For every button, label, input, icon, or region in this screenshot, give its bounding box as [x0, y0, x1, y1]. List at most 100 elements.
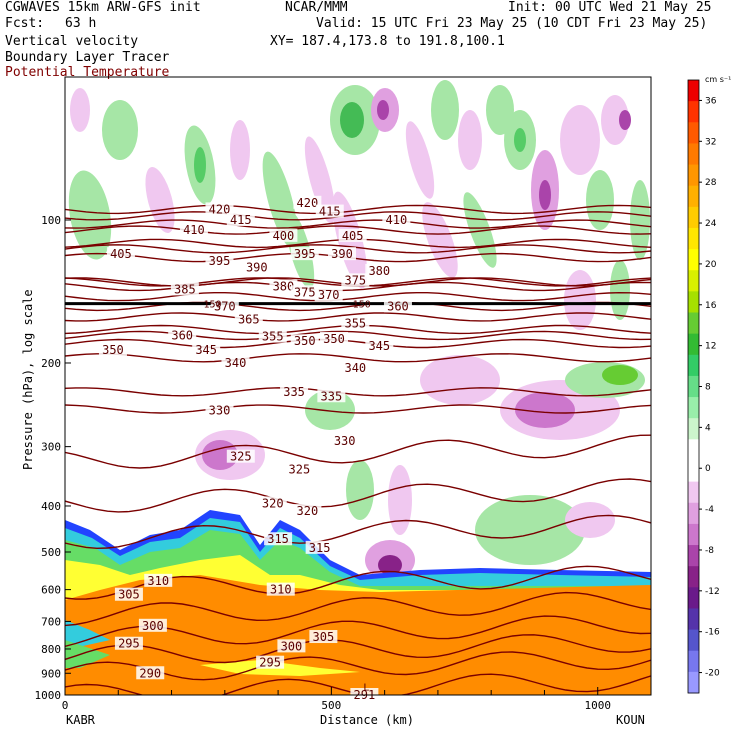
isentrope-label-415: 415 [230, 213, 252, 227]
isentrope-label-410: 410 [183, 223, 205, 237]
colorbar-tick-label: 4 [705, 423, 711, 433]
plot-frame [64, 76, 652, 696]
field-vertical-velocity: Vertical velocity [5, 34, 139, 49]
isentrope-label-300: 300 [281, 639, 303, 653]
isentrope-350 [65, 330, 651, 341]
model-title: CGWAVES 15km ARW-GFS init [5, 0, 201, 15]
x-tick-label: 0 [62, 699, 69, 712]
isentrope-340 [65, 353, 651, 363]
isentrope-label-bg [136, 666, 165, 680]
isentrope-label-bg [264, 532, 293, 546]
colorbar-swatch [688, 397, 699, 419]
isentrope-label-bg [138, 618, 167, 632]
colorbar-swatch [688, 650, 699, 673]
isentrope-label-bg [277, 639, 306, 653]
isentrope-label-305: 305 [313, 630, 335, 644]
isentrope-345 [65, 338, 651, 349]
isentrope-label-315: 315 [267, 532, 289, 546]
isentrope-label-310: 310 [270, 583, 292, 597]
isentrope-410 [65, 219, 651, 229]
isentrope-label-bg [341, 361, 370, 375]
field-boundary-layer-tracer: Boundary Layer Tracer [5, 50, 170, 65]
isentrope-label-bg [269, 228, 298, 242]
colorbar-swatch [688, 587, 699, 609]
isentrope-label-bg [293, 504, 322, 518]
colorbar-swatch [688, 164, 699, 187]
colorbar-swatch [688, 629, 699, 652]
isentrope-label-410: 410 [386, 213, 408, 227]
valid-time: Valid: 15 UTC Fri 23 May 25 (10 CDT Fri … [316, 16, 708, 31]
isentrope-label-bg [341, 273, 370, 287]
isentrope-label-bg [290, 285, 319, 299]
colorbar-tick-label: 28 [705, 178, 717, 188]
colorbar-tick-label: -8 [705, 546, 714, 556]
isentrope-label-375: 375 [294, 285, 316, 299]
colorbar-tick-label: -20 [705, 669, 720, 679]
isentrope-label-bg [242, 260, 271, 274]
isentrope-label-bg [192, 343, 221, 357]
isentrope-label-380: 380 [368, 264, 390, 278]
isentrope-label-320: 320 [297, 504, 319, 518]
isentrope-label-330: 330 [209, 404, 231, 418]
isentrope-label-bg [114, 636, 143, 650]
x-tick-label: 500 [321, 699, 341, 712]
isentrope-label-335: 335 [283, 385, 305, 399]
isentrope-label-bg [382, 212, 411, 226]
org-label: NCAR/MMM [285, 0, 348, 15]
colorbar-swatch [688, 566, 699, 588]
isentrope-label-bg [320, 331, 349, 345]
isentrope-label-bg [256, 655, 285, 669]
isentrope-label-420: 420 [209, 202, 231, 216]
isentrope-label-310: 310 [147, 574, 169, 588]
isentrope-305 [65, 591, 651, 627]
colorbar-swatch [688, 143, 699, 166]
colorbar-swatch [688, 206, 699, 229]
isentrope-label-bg [280, 384, 309, 398]
isentrope-label-bg [305, 540, 334, 554]
annotation-label: 150 [204, 300, 222, 311]
colorbar-swatch [688, 354, 699, 377]
isentrope-label-bg [210, 299, 239, 313]
isentrope-label-bg [114, 587, 143, 601]
isentrope-label-355: 355 [262, 330, 284, 344]
colorbar-swatch [688, 249, 699, 271]
isentrope-label-365: 365 [238, 313, 260, 327]
isentrope-label-290: 290 [139, 666, 161, 680]
colorbar-tick-label: 8 [705, 383, 711, 393]
isentrope-label-bg [205, 254, 234, 268]
isentrope-label-bg [309, 630, 338, 644]
colorbar-tick-label: 12 [705, 342, 716, 352]
y-axis-label: Pressure (hPa), log scale [21, 289, 35, 470]
colorbar-swatch [688, 523, 699, 546]
isentrope-label-340: 340 [344, 361, 366, 375]
colorbar-swatch [688, 502, 699, 525]
colorbar-swatch [688, 312, 699, 335]
colorbar-tick-label: 20 [705, 260, 717, 270]
y-tick-label: 300 [41, 441, 61, 454]
isentrope-label-bg [269, 279, 298, 293]
isentrope-label-bg [98, 343, 127, 357]
isentrope-label-bg [226, 449, 255, 463]
isentrope-label-340: 340 [225, 356, 247, 370]
isentrope-420 [65, 204, 651, 215]
y-tick-label: 100 [41, 214, 61, 227]
colorbar-swatch [688, 481, 699, 504]
isentrope-label-bg [341, 316, 370, 330]
init-time: Init: 00 UTC Wed 21 May 25 [508, 0, 712, 15]
isentrope-label-bg [365, 338, 394, 352]
isentrope-415 [65, 211, 651, 221]
isentrope-label-375: 375 [344, 273, 366, 287]
colorbar-swatch [688, 375, 699, 398]
colorbar-unit: cm s⁻¹ [705, 75, 731, 84]
x-end-station: KOUN [616, 713, 645, 727]
field-potential-temperature: Potential Temperature [5, 65, 170, 80]
isentrope-label-305: 305 [118, 588, 140, 602]
colorbar-swatch [688, 185, 699, 208]
isentrope-label-415: 415 [319, 205, 341, 219]
isentrope-label-300: 300 [142, 619, 164, 633]
isentrope-label-bg [170, 282, 199, 296]
isentrope-label-355: 355 [344, 316, 366, 330]
isentrope-label-bg [234, 312, 263, 326]
isentrope-label-bg [258, 496, 287, 510]
fcst-value: 63 h [65, 16, 97, 31]
